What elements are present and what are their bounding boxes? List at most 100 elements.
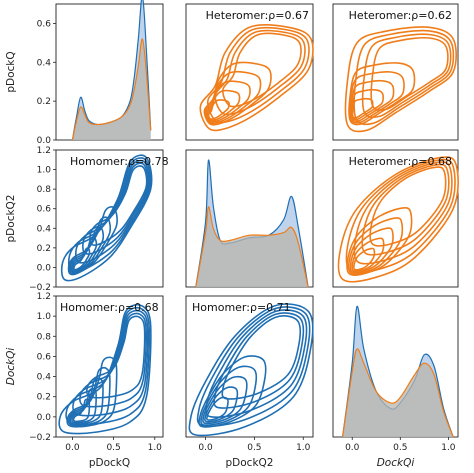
y-tick-label: −0.2 — [29, 433, 51, 443]
contour-heteromer-pdockq-pdockq2-level — [206, 26, 310, 124]
contour-heteromer-pdockq2-dockqi-level — [369, 166, 447, 247]
contour-heteromer-pdockq-pdockq2-level — [199, 24, 314, 132]
contour-heteromer-pdockq2-dockqi-level — [349, 227, 394, 274]
contour-homomer-dockqi-pdockq2 — [188, 303, 314, 437]
contour-homomer-pdockq2-pdockq — [60, 154, 153, 282]
y-tick-label: 0.8 — [37, 185, 52, 195]
y-tick-label: 0.2 — [37, 97, 51, 107]
contour-heteromer-pdockq-pdockq2 — [199, 24, 314, 132]
density-heteromer-pDockQ-line — [71, 38, 152, 141]
panel-frame-r0c1 — [185, 3, 314, 141]
panel-label-r1c0: Homomer:ρ=0.78 — [70, 155, 169, 168]
x-tick-label: 0.0 — [345, 443, 360, 453]
y-tick-label: 1.2 — [37, 146, 51, 156]
x-axis-label-2: DockQi — [377, 457, 415, 469]
x-tick-label: 1.0 — [148, 443, 163, 453]
contour-heteromer-pdockq-pdockq2-level — [203, 61, 272, 126]
contour-heteromer-pdockq-dockqi-level — [344, 26, 457, 133]
contour-homomer-dockqi-pdockq-level — [69, 377, 104, 425]
density-heteromer-DockQi-line — [342, 348, 454, 438]
contour-homomer-dockqi-pdockq — [58, 304, 152, 435]
contour-heteromer-pdockq2-dockqi-level — [337, 156, 459, 283]
x-tick-label: 1.0 — [441, 443, 456, 453]
y-tick-label: 1.0 — [37, 312, 52, 322]
contour-heteromer-pdockq-pdockq2-level — [207, 99, 230, 121]
contour-homomer-pdockq2-pdockq-level — [82, 162, 149, 255]
contour-homomer-dockqi-pdockq-level — [71, 387, 97, 424]
y-tick-label: 0.0 — [37, 136, 52, 146]
density-heteromer-pDockQ-area — [72, 38, 151, 140]
panel-frame-r1c0 — [55, 149, 164, 288]
y-tick-label: 0.4 — [37, 373, 52, 383]
panel-label-r1c2: Heteromer:ρ=0.68 — [349, 155, 452, 168]
contour-homomer-dockqi-pdockq2-level — [198, 355, 267, 428]
y-tick-label: 1.2 — [37, 292, 51, 302]
y-tick-label: 0.4 — [37, 58, 52, 68]
contour-homomer-pdockq2-pdockq-level — [73, 247, 91, 271]
contour-homomer-dockqi-pdockq2-level — [200, 365, 258, 426]
contour-homomer-dockqi-pdockq-level — [86, 315, 146, 399]
contour-heteromer-pdockq2-dockqi-level — [361, 163, 450, 256]
contour-heteromer-pdockq2-dockqi-level — [351, 237, 385, 272]
contour-heteromer-pdockq2-dockqi-level — [353, 161, 453, 265]
contour-homomer-dockqi-pdockq2-level — [188, 303, 314, 437]
x-tick-label: 0.5 — [247, 443, 261, 453]
contour-homomer-dockqi-pdockq-level — [66, 356, 118, 428]
contour-heteromer-pdockq-dockqi — [344, 26, 457, 133]
y-tick-label: 0.4 — [37, 224, 52, 234]
density-heteromer-DockQi-area — [342, 348, 454, 437]
density-heteromer-pDockQ2-area — [195, 206, 309, 287]
y-tick-label: 0.0 — [37, 413, 52, 423]
x-tick-label: 1.0 — [296, 443, 311, 453]
contour-heteromer-pdockq-dockqi-level — [350, 88, 384, 121]
contour-homomer-dockqi-pdockq2-level — [196, 306, 311, 428]
x-axis-label-1: pDockQ2 — [226, 457, 274, 469]
contour-homomer-dockqi-pdockq2-level — [221, 315, 302, 400]
contour-homomer-dockqi-pdockq2-level — [206, 396, 229, 421]
contour-homomer-pdockq2-pdockq-level — [60, 154, 153, 282]
density-heteromer-pDockQ2-line — [195, 206, 309, 288]
contour-homomer-dockqi-pdockq2-level — [202, 375, 248, 425]
contour-homomer-pdockq2-pdockq-level — [89, 165, 148, 246]
y-tick-label: 0.8 — [37, 332, 52, 342]
panel-frame-r1c2 — [332, 149, 459, 288]
contour-heteromer-pdockq-dockqi-level — [361, 33, 452, 119]
contour-heteromer-pdockq2-dockqi — [337, 156, 459, 283]
contour-heteromer-pdockq-dockqi-level — [349, 71, 405, 124]
contour-heteromer-pdockq-dockqi-level — [370, 36, 449, 112]
contour-heteromer-pdockq-dockqi-level — [353, 29, 455, 126]
y-tick-label: 0.2 — [37, 244, 51, 254]
contour-homomer-pdockq2-pdockq-level — [70, 226, 105, 273]
y-tick-label: 0.0 — [37, 263, 52, 273]
panel-label-r0c2: Heteromer:ρ=0.62 — [349, 9, 452, 22]
contour-homomer-dockqi-pdockq2-level — [204, 309, 308, 418]
y-tick-label: 0.6 — [37, 352, 52, 362]
x-tick-label: 0.5 — [106, 443, 120, 453]
contour-homomer-pdockq2-pdockq-level — [75, 159, 150, 264]
contour-homomer-pdockq2-pdockq-level — [71, 237, 98, 272]
panel-label-r0c1: Heteromer:ρ=0.67 — [206, 9, 309, 22]
contour-heteromer-pdockq2-dockqi-level — [346, 207, 413, 276]
contour-heteromer-pdockq2-dockqi-level — [347, 217, 404, 275]
x-tick-label: 0.5 — [393, 443, 407, 453]
panel-frame-r2c0 — [55, 295, 164, 438]
contour-heteromer-pdockq-dockqi-level — [348, 62, 416, 126]
y-axis-label-1: pDockQ2 — [5, 195, 17, 243]
y-axis-label-2: DockQi — [5, 348, 17, 386]
contour-heteromer-pdockq2-dockqi-level — [353, 247, 376, 271]
x-tick-label: 0.0 — [198, 443, 213, 453]
x-tick-label: 0.0 — [65, 443, 80, 453]
y-axis-label-0: pDockQ — [5, 51, 17, 92]
contour-homomer-dockqi-pdockq-level — [67, 366, 111, 427]
y-tick-label: −0.2 — [29, 283, 51, 293]
panel-label-r2c0: Homomer:ρ=0.68 — [60, 301, 159, 314]
contour-homomer-dockqi-pdockq2-level — [204, 386, 239, 423]
contour-heteromer-pdockq2-dockqi-level — [345, 158, 456, 274]
x-axis-label-0: pDockQ — [89, 457, 130, 469]
y-tick-label: 0.2 — [37, 393, 51, 403]
panel-frame-r0c2 — [332, 3, 459, 141]
y-tick-label: 1.0 — [37, 166, 52, 176]
contour-homomer-dockqi-pdockq-level — [72, 398, 91, 423]
contour-heteromer-pdockq-dockqi-level — [350, 79, 395, 122]
